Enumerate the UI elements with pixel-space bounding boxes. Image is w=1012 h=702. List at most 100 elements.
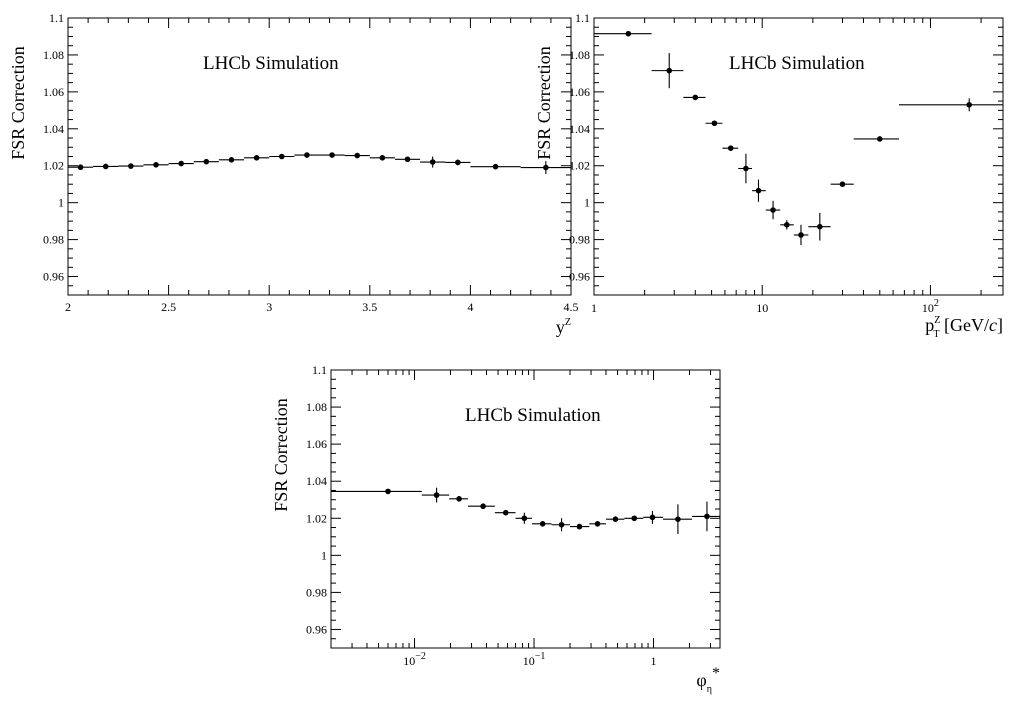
y-tick-label: 1 xyxy=(58,196,64,210)
x-tick-label: 10−2 xyxy=(403,651,426,668)
data-point xyxy=(770,207,776,213)
x-tick-label: 10−1 xyxy=(523,651,546,668)
x-axis-units-c: c xyxy=(989,315,997,335)
data-point xyxy=(692,94,699,101)
x-tick-label: 4 xyxy=(467,300,473,314)
data-point xyxy=(492,163,499,170)
y-tick-label: 0.98 xyxy=(569,233,590,247)
y-tick-label: 1.04 xyxy=(569,122,590,136)
data-point xyxy=(178,160,184,167)
x-axis-subscript: T xyxy=(933,329,939,340)
y-tick-label: 1.06 xyxy=(306,437,327,451)
y-tick-label: 1.02 xyxy=(569,159,590,173)
data-point xyxy=(203,158,210,165)
data-point xyxy=(404,156,411,163)
data-point xyxy=(755,187,762,194)
x-tick-label: 10 xyxy=(756,301,768,315)
data-point xyxy=(966,101,973,108)
data-point xyxy=(558,521,565,528)
x-axis-symbol: φ xyxy=(696,670,706,690)
data-point xyxy=(625,30,632,37)
data-point xyxy=(576,523,583,530)
data-point xyxy=(433,492,440,498)
x-tick-label: 2.5 xyxy=(161,300,176,314)
x-axis-label: yZ xyxy=(556,317,571,337)
y-tick-label: 0.96 xyxy=(306,622,327,636)
x-axis-units: [GeV/ xyxy=(940,315,989,335)
y-tick-label: 1.04 xyxy=(43,122,64,136)
x-axis-symbol: y xyxy=(556,317,565,337)
data-point xyxy=(798,232,804,238)
lhcb-simulation-label: LHCb Simulation xyxy=(729,53,865,74)
panel-rapidity: 0.96 0.98 1 1.02 1.04 1.06 1.08 1.1 2 2.5 3 3.5 4 4.5… xyxy=(8,11,579,337)
y-tick-label: 1.08 xyxy=(306,400,327,414)
data-point xyxy=(631,515,638,522)
data-point xyxy=(379,154,386,161)
y-tick-label: 1.04 xyxy=(306,474,327,488)
y-tick-label: 1.02 xyxy=(306,511,327,525)
x-tick-exponent: 2 xyxy=(934,298,939,309)
y-tick-label: 1.1 xyxy=(49,11,64,25)
data-point xyxy=(304,152,310,158)
data-point xyxy=(521,515,528,522)
data-point xyxy=(480,503,486,510)
data-point xyxy=(876,136,883,142)
y-tick-label: 1.08 xyxy=(569,48,590,62)
y-tick-label: 1.06 xyxy=(569,85,590,99)
y-tick-label: 1.1 xyxy=(575,11,590,25)
data-point xyxy=(727,145,734,151)
data-point xyxy=(666,67,673,74)
data-point xyxy=(456,496,462,502)
x-tick-label: 2 xyxy=(65,300,71,314)
data-point xyxy=(594,521,601,527)
x-tick-label: 3.5 xyxy=(362,300,377,314)
y-tick-label: 1 xyxy=(321,548,327,562)
y-tick-label: 0.96 xyxy=(43,270,64,284)
data-point xyxy=(612,516,619,522)
data-point xyxy=(539,521,546,527)
x-tick-exponent: −1 xyxy=(535,651,546,662)
x-tick-label: 1 xyxy=(651,654,657,668)
data-point xyxy=(817,223,823,230)
x-axis-units-close: ] xyxy=(997,315,1003,335)
data-point xyxy=(385,488,391,495)
data-point xyxy=(102,163,109,170)
data-point xyxy=(354,152,361,159)
lhcb-simulation-label: LHCb Simulation xyxy=(203,53,339,74)
data-point xyxy=(649,514,656,521)
y-axis-label: FSR Correction xyxy=(534,46,554,160)
y-tick-label: 0.96 xyxy=(569,270,590,284)
x-tick-label: 4.5 xyxy=(564,300,579,314)
x-tick-label: 1 xyxy=(591,301,597,315)
data-point xyxy=(228,157,235,163)
y-tick-label: 1.08 xyxy=(43,48,64,62)
x-axis-superscript: * xyxy=(712,665,720,682)
data-point xyxy=(675,516,681,522)
y-tick-label: 0.98 xyxy=(306,585,327,599)
x-axis-superscript: Z xyxy=(565,317,571,328)
y-tick-label: 1.02 xyxy=(43,159,64,173)
x-tick-exponent: −2 xyxy=(415,651,426,662)
panel-phi-eta: 0.96 0.98 1 1.02 1.04 1.06 1.08 1.1 10−2 10−1 1 FSR… xyxy=(271,363,721,695)
y-tick-label: 1.1 xyxy=(312,363,327,377)
data-point xyxy=(839,181,846,187)
data-point xyxy=(329,152,335,158)
data-point xyxy=(77,164,84,171)
x-axis-label: φη* xyxy=(696,665,720,695)
data-point xyxy=(743,165,749,172)
data-point xyxy=(128,163,134,169)
y-axis-label: FSR Correction xyxy=(271,398,291,512)
y-tick-label: 1.06 xyxy=(43,85,64,99)
lhcb-simulation-label: LHCb Simulation xyxy=(465,405,601,426)
data-point xyxy=(153,162,159,168)
data-point xyxy=(783,222,790,228)
y-tick-label: 1 xyxy=(584,196,590,210)
data-point xyxy=(704,513,710,520)
y-tick-label: 0.98 xyxy=(43,233,64,247)
data-point xyxy=(502,509,509,516)
x-tick-label: 3 xyxy=(266,300,272,314)
data-point xyxy=(711,120,718,127)
data-point xyxy=(429,159,436,165)
data-point xyxy=(278,153,285,160)
